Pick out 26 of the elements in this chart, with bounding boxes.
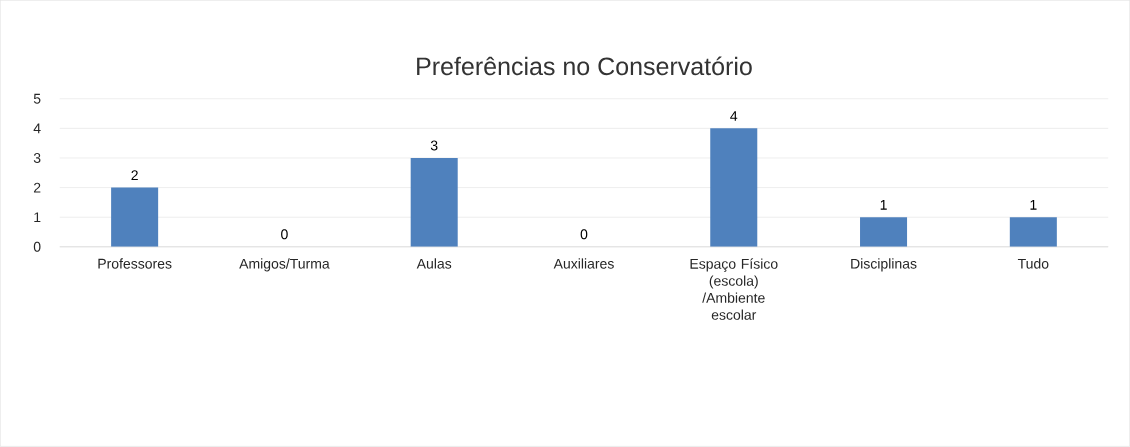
bar: [860, 217, 908, 248]
data-label: 3: [430, 140, 438, 151]
x-tick-label: Aulas: [416, 258, 452, 269]
x-tick-label: Amigos/Turma: [239, 258, 330, 272]
y-tick-label: 4: [33, 123, 41, 134]
data-label: 1: [880, 200, 887, 210]
data-label: 1: [1030, 200, 1037, 210]
bar: [111, 187, 159, 248]
data-label: 0: [580, 229, 588, 240]
x-tick-label: Disciplinas: [851, 258, 917, 272]
y-tick-label: 2: [33, 182, 41, 193]
chart-title: Preferências no Conservatório: [417, 56, 752, 76]
x-tick-label: Professores: [98, 258, 172, 269]
data-label: 0: [281, 229, 288, 240]
y-tick-label: 3: [33, 153, 41, 164]
data-label: 2: [131, 170, 138, 181]
y-tick-label: 5: [33, 94, 41, 104]
bar: [410, 158, 458, 248]
bar: [1009, 217, 1057, 248]
bar: [710, 128, 758, 248]
x-tick-label: Auxiliares: [553, 258, 614, 269]
x-tick-label: Espaço Físico (escola) /Ambiente escolar: [690, 258, 778, 321]
x-tick-label: Tudo: [1017, 258, 1049, 269]
y-tick-label: 1: [34, 212, 41, 223]
data-label: 4: [730, 111, 738, 122]
y-tick-label: 0: [33, 242, 41, 252]
